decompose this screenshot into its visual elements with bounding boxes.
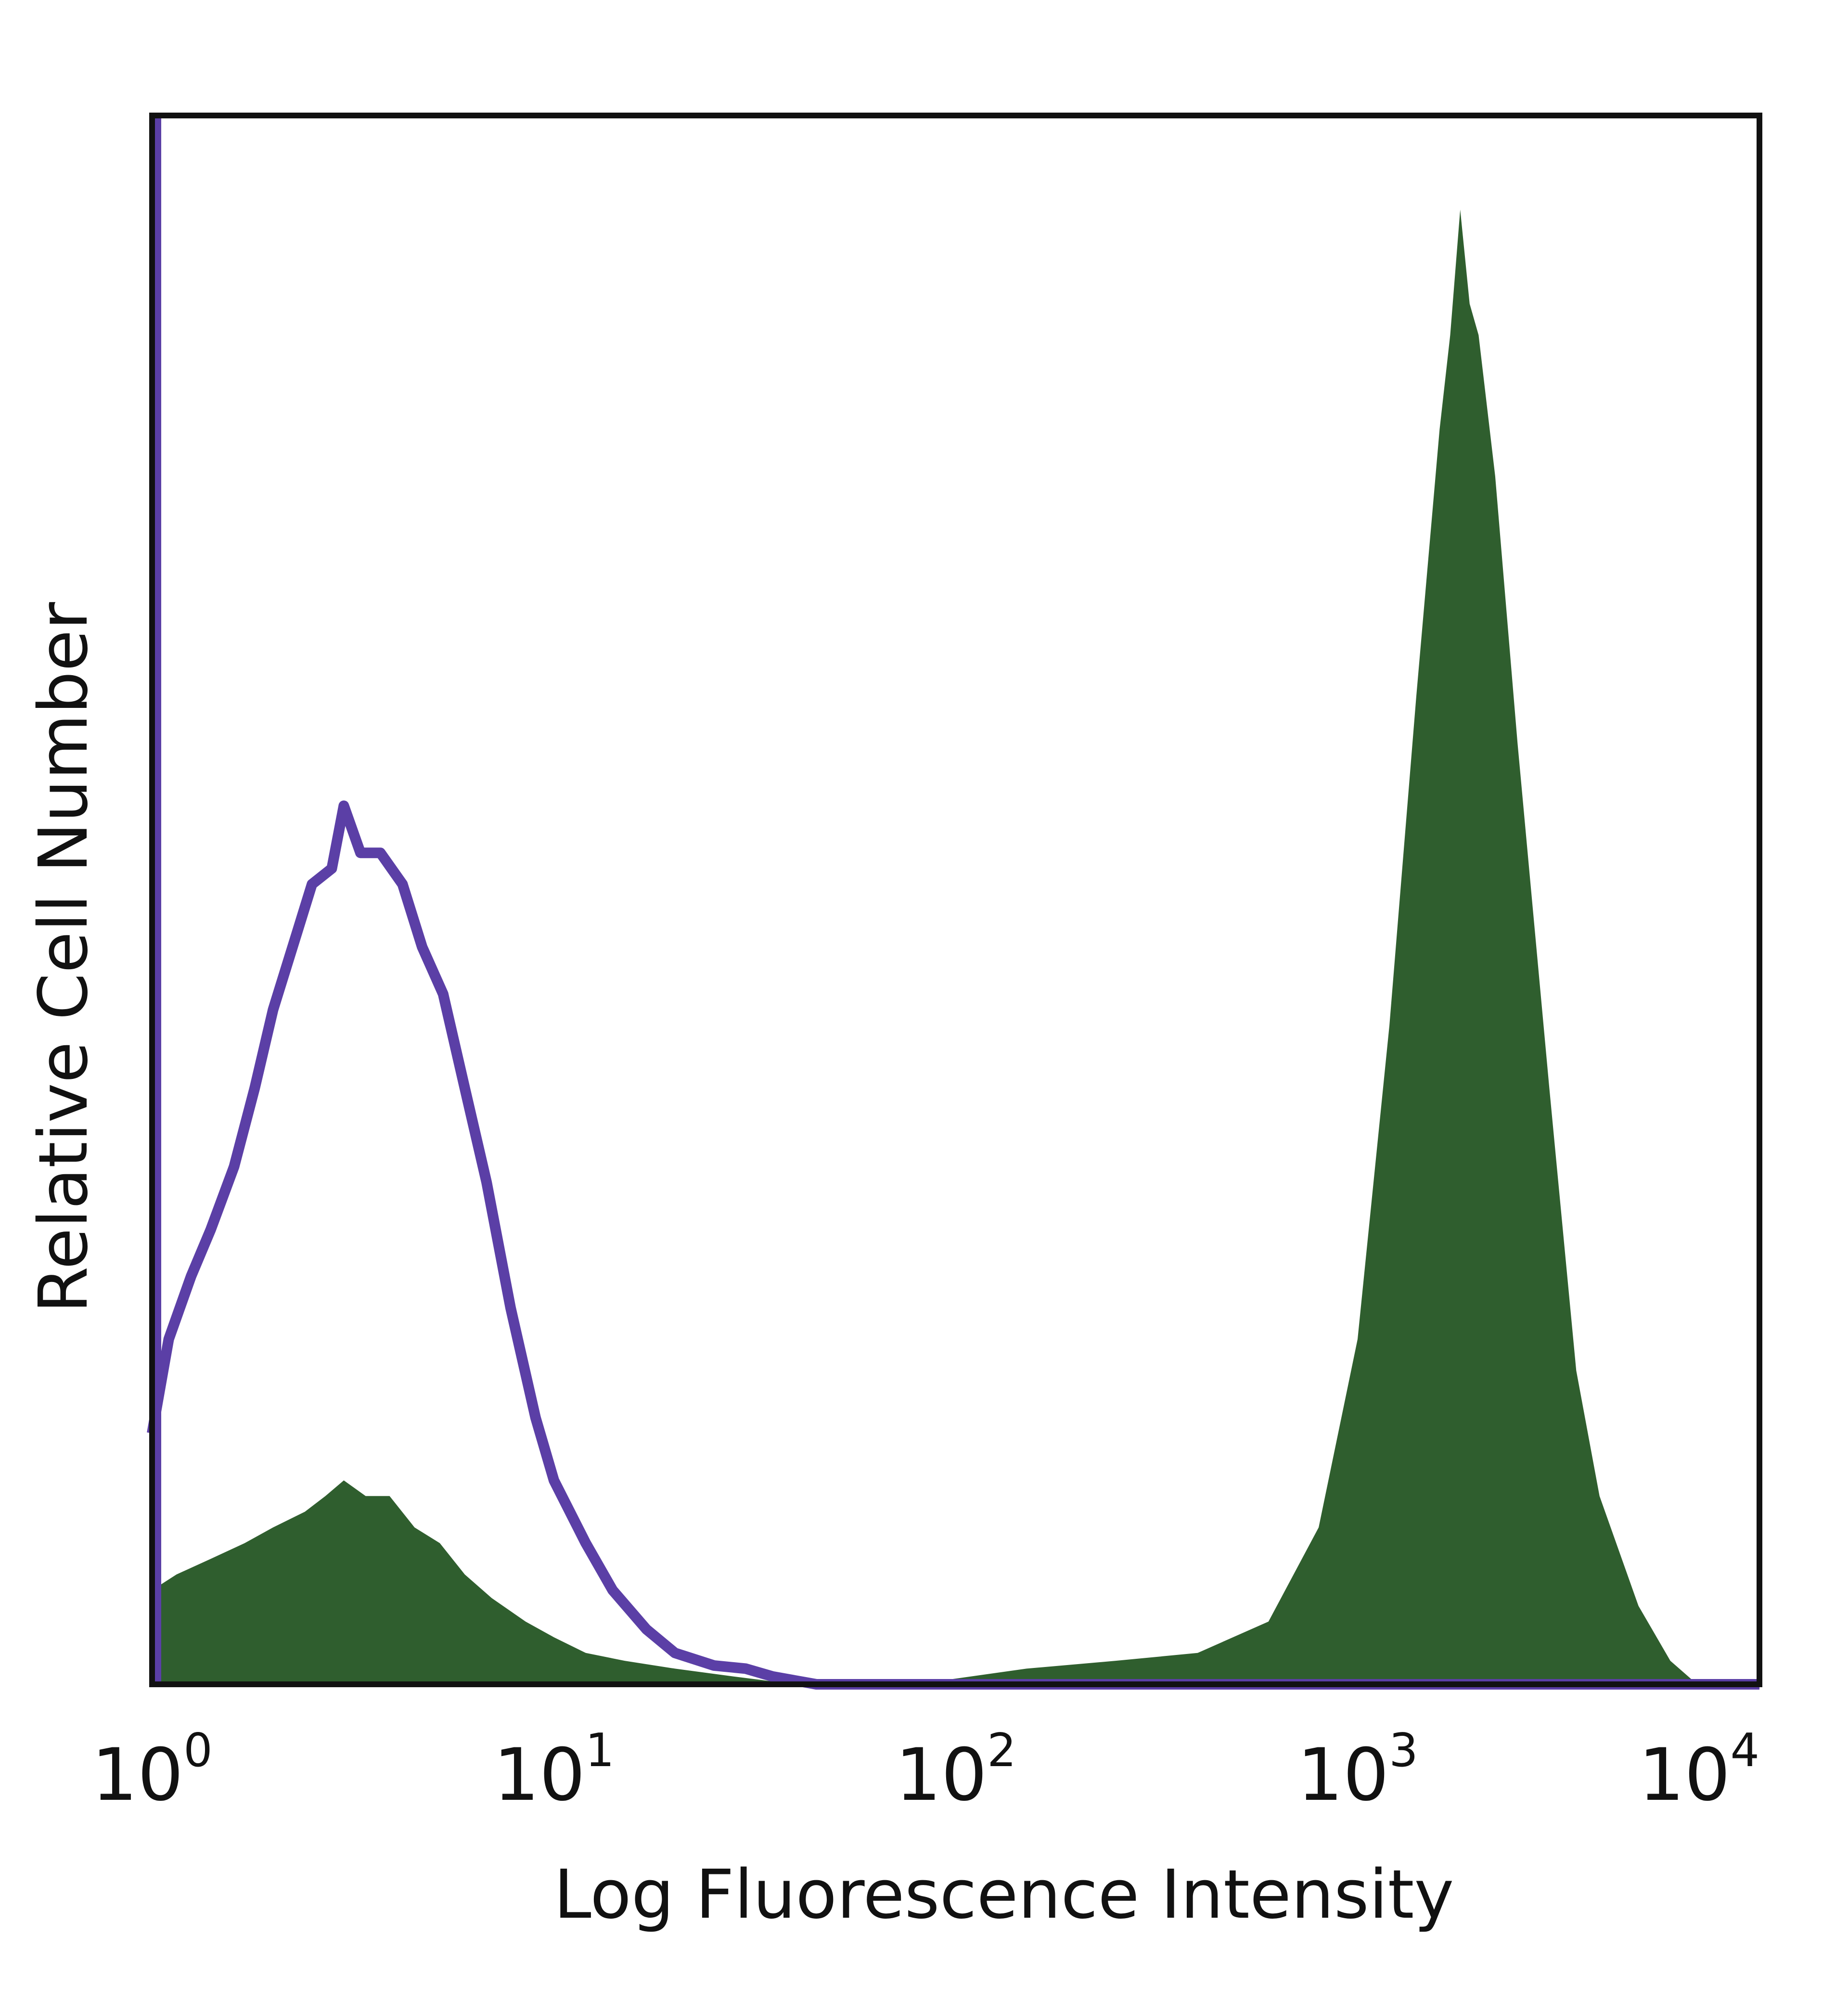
x-axis-label: Log Fluorescence Intensity xyxy=(554,1856,1454,1934)
x-tick-label: 102 xyxy=(895,1724,1016,1817)
y-axis-label: Relative Cell Number xyxy=(25,602,103,1313)
x-tick-labels: 100 101 102 103 104 xyxy=(91,1724,1759,1817)
outline-histogram xyxy=(147,800,1759,1690)
x-tick-label: 103 xyxy=(1297,1724,1418,1817)
series-layer xyxy=(147,115,1759,1690)
filled-histogram xyxy=(152,209,1759,1684)
x-tick-label: 101 xyxy=(493,1724,614,1817)
x-tick-label: 100 xyxy=(91,1724,212,1817)
x-tick-label: 104 xyxy=(1639,1724,1759,1817)
plot-frame xyxy=(149,113,1762,1687)
